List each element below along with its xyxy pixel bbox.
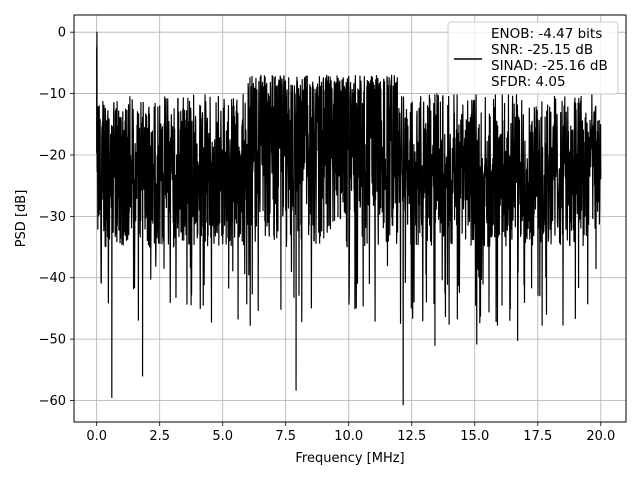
y-tick-label: −10: [39, 87, 66, 102]
x-tick-label: 5.0: [212, 429, 233, 444]
legend-entry-sfdr: SFDR: 4.05: [491, 74, 566, 90]
y-tick-label: −30: [39, 210, 66, 225]
y-tick-label: −50: [39, 333, 66, 348]
x-tick-label: 20.0: [586, 429, 615, 444]
legend-entry-sinad: SINAD: -25.16 dB: [491, 58, 608, 74]
x-tick-label: 10.0: [334, 429, 363, 444]
legend: ENOB: -4.47 bits SNR: -25.15 dB SINAD: -…: [447, 21, 619, 95]
legend-box: [447, 21, 619, 95]
plot-area: [96, 31, 602, 406]
psd-series-line: [96, 31, 602, 406]
x-tick-label: 0.0: [86, 429, 107, 444]
y-tick-label: −20: [39, 148, 66, 163]
x-tick-label: 15.0: [460, 429, 489, 444]
x-tick-label: 12.5: [397, 429, 426, 444]
x-axis-label: Frequency [MHz]: [295, 451, 404, 466]
x-tick-label: 7.5: [275, 429, 296, 444]
x-tick-label: 17.5: [523, 429, 552, 444]
y-tick-label: −40: [39, 271, 66, 286]
axes-frame: [73, 14, 627, 423]
y-tick-label: 0: [58, 26, 66, 41]
legend-entry-snr: SNR: -25.15 dB: [491, 42, 593, 58]
y-tick-label: −60: [39, 394, 66, 409]
axis-ticks: 0.0 2.5 5.0 7.5 10.0 12.5 15.0 17.5 20.0 0 −10 −20 −…: [39, 26, 616, 444]
legend-entry-enob: ENOB: -4.47 bits: [491, 26, 602, 42]
y-axis-label: PSD [dB]: [14, 190, 29, 248]
x-tick-label: 2.5: [149, 429, 170, 444]
